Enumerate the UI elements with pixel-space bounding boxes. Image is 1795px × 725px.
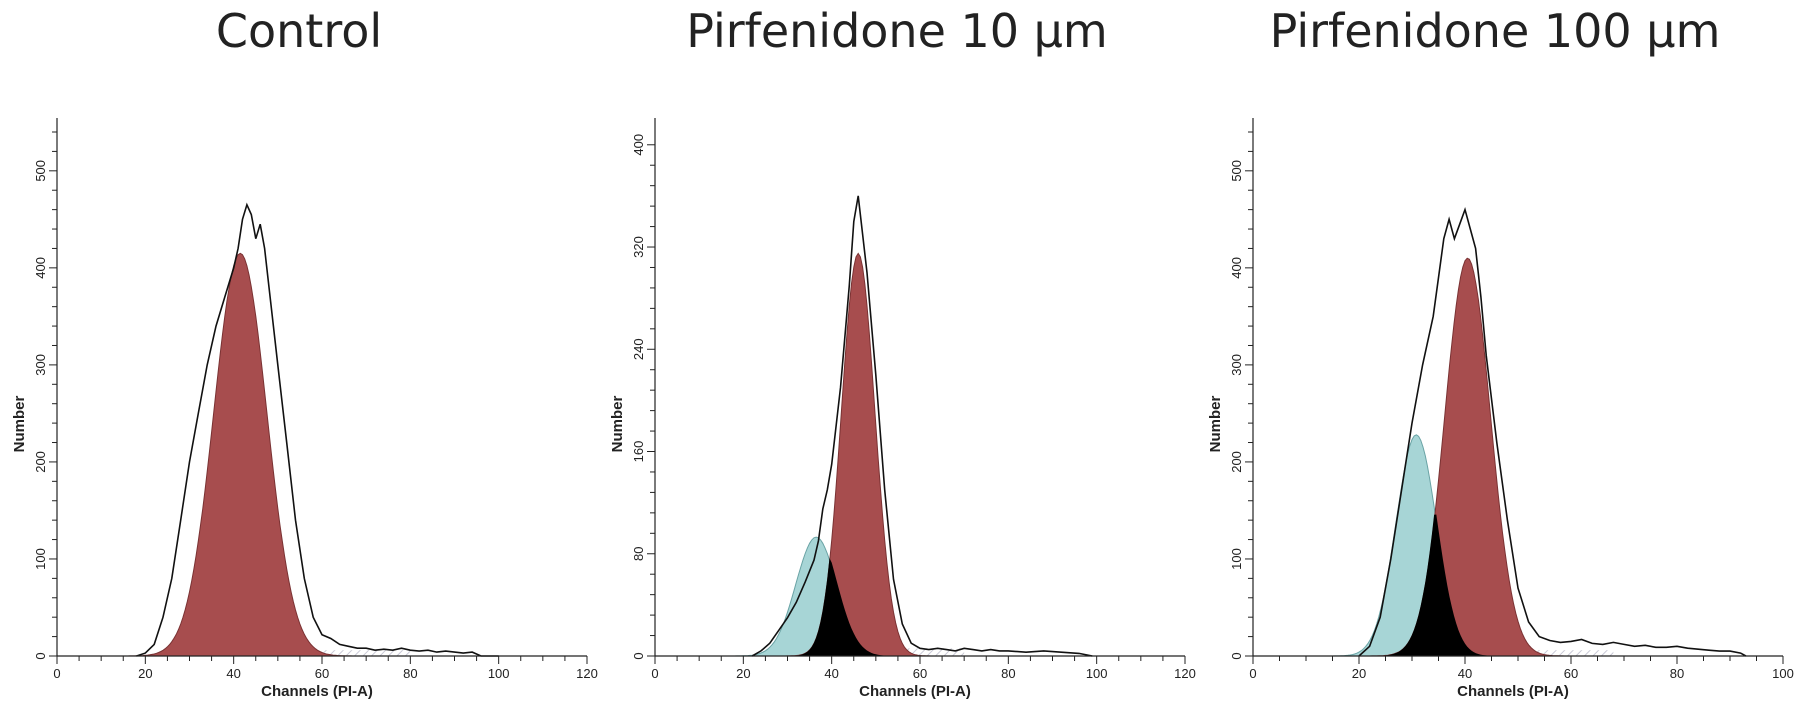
y-tick-label: 500 <box>1229 160 1244 182</box>
x-tick-label: 120 <box>576 666 598 681</box>
y-axis-title: Number <box>1207 396 1224 453</box>
s-phase-area <box>655 558 1185 656</box>
debris-band <box>1518 650 1614 656</box>
x-tick-label: 20 <box>1352 666 1366 681</box>
y-tick-label: 200 <box>33 451 48 473</box>
x-axis-title: Channels (PI-A) <box>261 683 373 700</box>
chart-title: Pirfenidone 100 µm <box>1269 4 1721 58</box>
histogram-chart: 0 20 40 60 80 100 120 0 80 160 240 320 400 Channels (… <box>609 118 1196 700</box>
y-tick-label: 200 <box>1229 451 1244 473</box>
y-tick-label: 0 <box>33 652 48 659</box>
chart-title: Control <box>215 4 383 58</box>
panel-control: Control 0 20 40 60 80 100 120 0 100 200 300 400 500 C… <box>0 0 598 725</box>
x-tick-label: 20 <box>138 666 152 681</box>
chart-title: Pirfenidone 10 µm <box>686 4 1108 58</box>
g2m-peak-area <box>57 252 587 657</box>
histogram-chart: 0 20 40 60 80 100 0 100 200 300 400 500 Channels (PI… <box>1207 118 1794 700</box>
y-tick-label: 0 <box>631 652 646 659</box>
g2m-peak-area <box>1253 257 1783 657</box>
y-tick-label: 160 <box>631 441 646 463</box>
debris-band <box>897 648 965 656</box>
x-tick-label: 40 <box>824 666 838 681</box>
x-tick-label: 100 <box>1086 666 1108 681</box>
y-tick-label: 300 <box>1229 354 1244 376</box>
y-tick-label: 400 <box>33 257 48 279</box>
y-tick-label: 0 <box>1229 652 1244 659</box>
x-tick-label: 100 <box>488 666 510 681</box>
x-tick-label: 40 <box>1458 666 1472 681</box>
x-tick-label: 60 <box>1564 666 1578 681</box>
y-tick-label: 100 <box>1229 548 1244 570</box>
x-axis-title: Channels (PI-A) <box>1457 683 1569 700</box>
y-tick-label: 100 <box>33 548 48 570</box>
y-tick-label: 300 <box>33 354 48 376</box>
x-tick-label: 40 <box>226 666 240 681</box>
g1-peak-area <box>655 536 1185 657</box>
histogram-outline <box>1358 206 1747 657</box>
histogram-chart: 0 20 40 60 80 100 120 0 100 200 300 400 500 Channels … <box>11 118 598 700</box>
y-tick-label: 400 <box>1229 257 1244 279</box>
histogram-outline <box>136 202 499 657</box>
panel-pirfenidone-10: Pirfenidone 10 µm 0 20 40 60 80 100 120 0 80 160 2… <box>598 0 1196 725</box>
x-tick-label: 100 <box>1772 666 1794 681</box>
y-tick-label: 240 <box>631 338 646 360</box>
y-axis-title: Number <box>609 396 626 453</box>
x-axis-title: Channels (PI-A) <box>859 683 971 700</box>
x-tick-label: 0 <box>53 666 60 681</box>
x-tick-label: 60 <box>913 666 927 681</box>
x-tick-label: 0 <box>1249 666 1256 681</box>
histogram-outline <box>751 195 1093 657</box>
y-axis-title: Number <box>11 396 28 453</box>
y-tick-label: 400 <box>631 134 646 156</box>
x-tick-label: 0 <box>651 666 658 681</box>
y-tick-label: 320 <box>631 236 646 258</box>
debris-band <box>277 650 411 656</box>
x-tick-label: 80 <box>1670 666 1684 681</box>
g2m-peak-area <box>655 252 1185 657</box>
panel-pirfenidone-100: Pirfenidone 100 µm 0 20 40 60 80 100 0 100 200 30… <box>1196 0 1794 725</box>
y-tick-label: 80 <box>631 547 646 561</box>
x-tick-label: 120 <box>1174 666 1196 681</box>
x-tick-label: 80 <box>403 666 417 681</box>
x-tick-label: 60 <box>315 666 329 681</box>
x-tick-label: 20 <box>736 666 750 681</box>
y-tick-label: 500 <box>33 160 48 182</box>
x-tick-label: 80 <box>1001 666 1015 681</box>
